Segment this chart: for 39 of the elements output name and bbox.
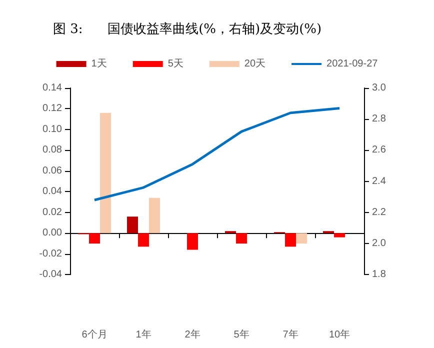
x-tick-label: 2年 — [184, 328, 200, 340]
legend-label: 2021-09-27 — [326, 58, 378, 70]
bar — [334, 233, 345, 238]
y2-tick-label: 1.8 — [372, 269, 386, 280]
y-tick-label: -0.02 — [39, 248, 62, 260]
x-tick-label: 7年 — [282, 328, 298, 340]
bar — [187, 233, 198, 250]
bar — [127, 216, 138, 234]
bar — [89, 233, 100, 244]
y2-tick-label: 2.6 — [372, 144, 386, 156]
legend-label: 5天 — [168, 58, 184, 70]
chart-title: 图 3: 国债收益率曲线(%，右轴)及变动(%) — [53, 21, 322, 37]
y-tick-label: -0.04 — [39, 269, 62, 280]
legend-label: 20天 — [244, 58, 266, 70]
x-tick-label: 1年 — [136, 328, 152, 340]
y2-tick-label: 2.4 — [372, 176, 386, 187]
x-tick-label: 6个月 — [82, 328, 108, 340]
bar — [285, 233, 296, 247]
y-tick-label: 0.10 — [42, 124, 62, 135]
y-tick-label: 0.08 — [42, 144, 62, 156]
bar — [296, 233, 307, 244]
y2-tick-label: 2.2 — [372, 206, 386, 218]
x-tick-label: 5年 — [234, 328, 250, 340]
bar — [149, 198, 160, 234]
y2-tick-label: 2.8 — [372, 114, 386, 125]
y-tick-label: 0.04 — [42, 186, 62, 198]
bar — [236, 233, 247, 244]
y2-tick-label: 3.0 — [372, 82, 386, 94]
y-tick-label: 0.00 — [42, 228, 62, 239]
bar — [100, 112, 111, 234]
legend-label: 1天 — [91, 58, 107, 70]
bar — [138, 233, 149, 247]
x-tick-label: 10年 — [328, 328, 350, 340]
y-tick-label: 0.02 — [42, 206, 62, 218]
y-tick-label: 0.12 — [42, 103, 62, 114]
y-tick-label: 0.14 — [42, 82, 62, 94]
y-tick-label: 0.06 — [42, 165, 62, 176]
y2-tick-label: 2.0 — [372, 238, 386, 250]
line-series — [93, 106, 341, 202]
